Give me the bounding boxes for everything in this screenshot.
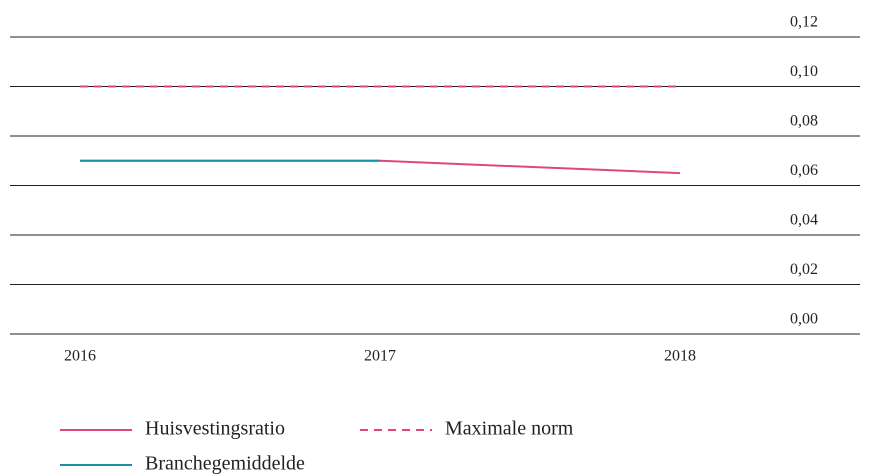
y-tick-label: 0,12 [790,14,818,31]
legend-label: Maximale norm [445,418,574,440]
y-tick-label: 0,06 [790,162,818,179]
x-tick-label: 2017 [364,348,396,365]
legend-label: Huisvestingsratio [145,418,285,440]
y-tick-label: 0,04 [790,212,818,229]
legend-label: Branchegemiddelde [145,453,305,475]
y-tick-label: 0,10 [790,63,818,80]
series-line [80,159,681,175]
y-tick-label: 0,08 [790,113,818,130]
y-tick-label: 0,02 [790,261,818,278]
y-tick-label: 0,00 [790,311,818,328]
x-tick-label: 2016 [64,348,96,365]
x-tick-label: 2018 [664,348,696,365]
